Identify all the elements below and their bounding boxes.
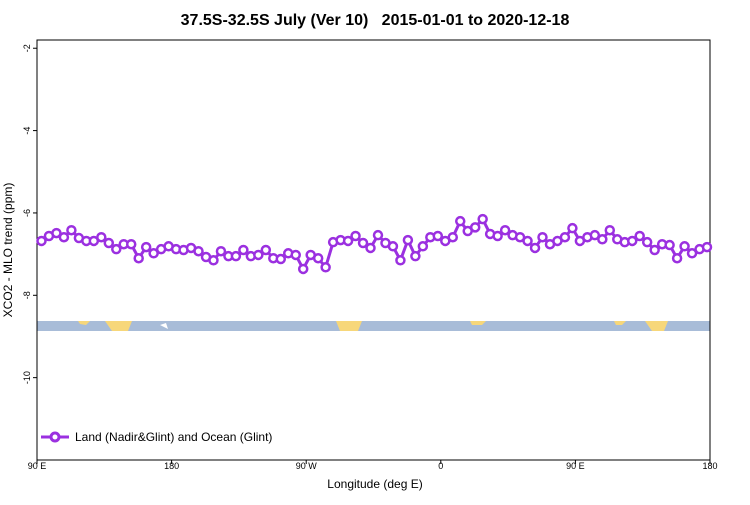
data-point bbox=[649, 244, 660, 256]
data-point bbox=[350, 230, 361, 242]
data-point bbox=[395, 255, 406, 266]
land-ocean-strip bbox=[37, 321, 710, 331]
data-point bbox=[701, 241, 713, 253]
data-point bbox=[477, 213, 488, 225]
legend-marker bbox=[49, 431, 61, 443]
data-point bbox=[679, 241, 690, 252]
data-point bbox=[641, 236, 653, 248]
data-point bbox=[402, 234, 414, 246]
data-point bbox=[365, 242, 376, 254]
y-tick-label: -10 bbox=[22, 371, 32, 384]
data-point bbox=[36, 235, 47, 247]
chart-title: 37.5S-32.5S July (Ver 10) 2015-01-01 to … bbox=[181, 12, 570, 29]
data-point bbox=[529, 242, 541, 254]
data-point bbox=[387, 241, 399, 252]
y-tick-label: -4 bbox=[22, 127, 32, 135]
data-point bbox=[253, 249, 264, 261]
data-point bbox=[492, 230, 503, 242]
y-tick-label: -8 bbox=[22, 291, 32, 299]
data-point bbox=[671, 252, 683, 264]
data-point bbox=[522, 235, 533, 247]
data-point bbox=[193, 245, 204, 257]
data-point bbox=[559, 231, 571, 243]
data-point bbox=[686, 248, 698, 259]
legend-label: Land (Nadir&Glint) and Ocean (Glint) bbox=[75, 430, 272, 444]
data-point bbox=[260, 244, 272, 256]
data-point bbox=[357, 237, 369, 249]
data-point bbox=[140, 241, 152, 253]
data-point bbox=[432, 230, 444, 242]
data-point bbox=[410, 250, 421, 262]
data-point bbox=[342, 235, 354, 247]
data-point bbox=[297, 263, 309, 275]
data-point bbox=[103, 237, 115, 249]
data-point bbox=[290, 249, 301, 261]
x-tick-label: 90 E bbox=[28, 461, 47, 471]
y-tick-label: -6 bbox=[22, 209, 32, 217]
data-point bbox=[275, 253, 287, 265]
y-axis-label: XCO2 - MLO trend (ppm) bbox=[1, 183, 15, 318]
data-point bbox=[230, 250, 242, 262]
data-point bbox=[626, 235, 638, 247]
x-axis-label: Longitude (deg E) bbox=[327, 477, 422, 491]
data-point bbox=[469, 222, 481, 233]
x-tick-label: 90 W bbox=[296, 461, 318, 471]
data-point bbox=[133, 252, 144, 264]
data-point bbox=[238, 244, 249, 256]
data-point bbox=[454, 215, 466, 227]
data-point bbox=[208, 255, 219, 266]
x-tick-label: 90 E bbox=[566, 461, 585, 471]
data-point bbox=[664, 239, 675, 251]
data-point bbox=[51, 227, 62, 239]
data-point bbox=[125, 238, 137, 250]
data-point bbox=[58, 231, 70, 243]
x-tick-label: 180 bbox=[164, 461, 179, 471]
data-point bbox=[597, 234, 608, 245]
data-point bbox=[111, 243, 122, 255]
data-point bbox=[96, 231, 107, 243]
data-point bbox=[537, 231, 548, 243]
data-point bbox=[634, 230, 645, 242]
data-point bbox=[148, 248, 159, 259]
legend: Land (Nadir&Glint) and Ocean (Glint) bbox=[41, 430, 272, 444]
data-point bbox=[320, 262, 331, 273]
data-point bbox=[604, 224, 616, 236]
y-tick-label: -2 bbox=[22, 44, 32, 52]
data-point bbox=[66, 224, 77, 236]
data-point bbox=[372, 229, 384, 241]
x-tick-label: 0 bbox=[438, 461, 443, 471]
data-point bbox=[589, 229, 601, 241]
data-point bbox=[312, 252, 324, 264]
data-point bbox=[447, 231, 459, 243]
data-point bbox=[567, 222, 578, 234]
x-tick-label: 180 bbox=[702, 461, 717, 471]
data-point bbox=[215, 245, 227, 257]
data-point bbox=[499, 224, 511, 236]
data-point bbox=[417, 241, 429, 252]
